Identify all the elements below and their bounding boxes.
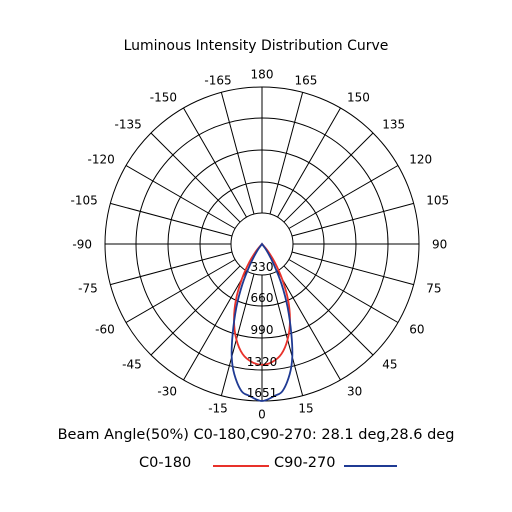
- series-curves: [230, 242, 294, 402]
- grid-spoke: [288, 259, 399, 323]
- chart-title: Luminous Intensity Distribution Curve: [123, 38, 389, 54]
- radial-label: 1651: [247, 386, 278, 400]
- legend-label-c0-180: C0-180: [139, 455, 192, 471]
- grid-spoke: [283, 132, 374, 223]
- series-curve-c0-180: [233, 242, 291, 366]
- angle-labels: 180 1651501351201059075604530150-15-30-45…: [71, 68, 450, 422]
- angle-label: -135: [115, 117, 142, 131]
- radial-label: 990: [251, 323, 274, 337]
- legend: C0-180 C90-270: [0, 455, 512, 475]
- grid-spoke: [283, 265, 374, 356]
- angle-label: 165: [295, 73, 318, 87]
- angle-label: 0: [258, 408, 266, 422]
- grid-spoke: [125, 165, 236, 229]
- grid-spokes: [105, 87, 419, 401]
- grid-spoke: [125, 259, 236, 323]
- angle-label: 120: [409, 153, 432, 167]
- grid-spoke: [150, 132, 241, 223]
- series-curve-c90-270: [230, 242, 294, 402]
- grid-spoke: [291, 251, 414, 286]
- angle-label: -105: [71, 194, 98, 208]
- grid-spoke: [150, 265, 241, 356]
- angle-label: -165: [204, 73, 231, 87]
- angle-label: 45: [382, 358, 397, 372]
- angle-label: 135: [382, 117, 405, 131]
- angle-label: 180: [251, 68, 274, 82]
- angle-label: -90: [72, 238, 92, 252]
- angle-label: -120: [88, 153, 115, 167]
- grid-spoke: [110, 251, 233, 286]
- angle-label: 150: [347, 90, 370, 104]
- grid-spoke: [277, 270, 341, 381]
- beam-angle-text: Beam Angle(50%) C0-180,C90-270: 28.1 deg…: [57, 427, 455, 443]
- angle-label: -15: [208, 402, 228, 416]
- grid-spoke: [183, 270, 247, 381]
- legend-label-c90-270: C90-270: [274, 455, 336, 471]
- grid-spoke: [110, 202, 233, 237]
- angle-label: 105: [426, 194, 449, 208]
- angle-label: -45: [122, 358, 142, 372]
- radial-label: 660: [251, 291, 274, 305]
- radial-label: 330: [251, 260, 274, 274]
- grid-spoke: [269, 273, 304, 396]
- radial-label: 1320: [247, 355, 278, 369]
- grid-spoke: [269, 92, 304, 215]
- angle-label: 60: [409, 323, 424, 337]
- grid-spoke: [277, 107, 341, 218]
- angle-label: 15: [298, 402, 313, 416]
- legend-line-c90-270: [344, 465, 397, 467]
- angle-label: 90: [432, 238, 447, 252]
- angle-label: -30: [157, 385, 177, 399]
- angle-label: -60: [95, 323, 115, 337]
- grid-spoke: [288, 165, 399, 229]
- angle-label: -75: [78, 281, 98, 295]
- grid-spoke: [220, 92, 255, 215]
- grid-spoke: [183, 107, 247, 218]
- angle-label: -150: [150, 90, 177, 104]
- radial-labels: 330 660 990 1320 1651: [247, 260, 278, 400]
- grid-spoke: [220, 273, 255, 396]
- grid-spoke: [291, 202, 414, 237]
- angle-label: 30: [347, 385, 362, 399]
- legend-line-c0-180: [213, 465, 269, 467]
- angle-label: 75: [426, 281, 441, 295]
